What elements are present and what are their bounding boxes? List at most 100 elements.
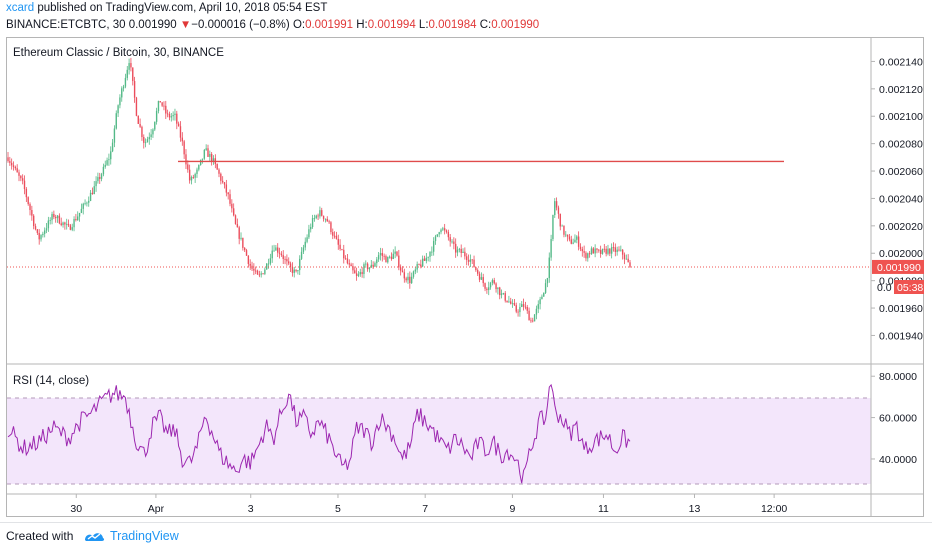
partial-price-label: 0.0 — [877, 282, 892, 294]
candle-body — [293, 269, 295, 273]
candle-body — [31, 210, 33, 216]
candle-body — [335, 235, 338, 239]
candle-body — [554, 201, 556, 216]
candle-body — [166, 113, 169, 115]
candle-body — [170, 116, 172, 118]
candle-body — [254, 270, 257, 272]
time-tick-label: 5 — [335, 503, 341, 515]
candle-body — [299, 258, 301, 271]
username-link[interactable]: xcard — [6, 2, 35, 14]
candle-body — [317, 215, 319, 217]
candle-body — [590, 248, 593, 255]
candle-body — [458, 248, 461, 250]
candle-body — [238, 227, 240, 239]
candle-body — [280, 253, 283, 256]
candle-body — [405, 278, 407, 281]
candle-body — [588, 253, 591, 255]
candle-body — [412, 271, 415, 277]
candle-body — [163, 105, 165, 107]
candle-body — [60, 223, 62, 226]
candle-body — [51, 213, 53, 221]
candle-body — [462, 251, 464, 253]
candle-body — [188, 169, 191, 181]
candle-body — [322, 215, 325, 219]
candle-body — [10, 162, 13, 166]
time-tick-label: 11 — [598, 503, 609, 515]
candle-body — [97, 177, 99, 182]
candle-body — [42, 233, 44, 236]
candle-body — [84, 203, 86, 205]
tradingview-brand-label: TradingView — [110, 529, 179, 543]
candle-body — [423, 258, 426, 261]
candle-body — [592, 248, 595, 254]
candle-body — [40, 235, 42, 240]
time-tick-label: 9 — [510, 503, 516, 515]
chart-canvas[interactable]: 0.002140 0.002120 0.002100 0.002080 0.002060… — [0, 0, 932, 522]
candle-body — [620, 249, 622, 251]
candle-body — [363, 264, 365, 275]
candle-body — [440, 229, 442, 233]
candle-body — [550, 239, 552, 258]
candle-body — [607, 248, 609, 254]
time-tick-label: 7 — [422, 503, 428, 515]
candle-body — [183, 141, 185, 155]
candle-body — [75, 219, 77, 221]
candle-body — [403, 272, 406, 279]
chart-frame[interactable] — [6, 37, 924, 517]
candle-body — [172, 114, 174, 117]
candle-body — [383, 255, 385, 257]
candle-body — [291, 267, 294, 273]
candle-body — [394, 251, 396, 254]
candle-body — [528, 310, 530, 321]
candle-body — [95, 181, 97, 187]
rsi-label: RSI (14, close) — [13, 375, 89, 387]
candle-body — [361, 272, 363, 275]
candle-body — [99, 177, 101, 179]
candle-body — [256, 270, 259, 275]
close-value: 0.001990 — [491, 19, 540, 31]
time-tick-label: 12:00 — [761, 503, 787, 515]
candle-body — [251, 265, 253, 269]
candle-body — [119, 97, 121, 106]
close-label: C: — [479, 19, 492, 31]
candle-body — [464, 251, 466, 257]
candle-body — [152, 129, 154, 135]
candle-body — [438, 232, 440, 235]
tradingview-brand[interactable]: TradingView — [82, 525, 179, 547]
candle-body — [337, 238, 339, 245]
candle-body — [100, 174, 103, 179]
candle-body — [144, 142, 147, 144]
ohlc-bar: BINANCE:ETCBTC, 30 0.001990 ▼−0.000016 (… — [6, 19, 539, 31]
candle-body — [548, 257, 550, 279]
candle-body — [572, 242, 574, 244]
candle-body — [443, 228, 446, 231]
price-tick-label: 0.001940 — [879, 330, 923, 342]
candle-body — [508, 301, 510, 303]
candle-body — [264, 269, 266, 274]
candle-body — [407, 276, 409, 281]
candle-body — [543, 292, 545, 297]
candle-body — [346, 258, 349, 264]
candle-body — [77, 216, 79, 221]
candle-body — [282, 255, 284, 259]
candle-body — [132, 67, 134, 82]
candle-body — [139, 123, 141, 127]
candle-body — [266, 263, 268, 270]
candle-body — [357, 274, 360, 276]
candle-body — [328, 221, 330, 223]
candle-body — [242, 237, 244, 248]
candle-body — [587, 253, 589, 259]
candle-body — [467, 259, 470, 262]
open-label: O: — [292, 19, 306, 31]
candle-body — [247, 255, 250, 264]
candle-body — [295, 269, 297, 272]
price-tick-label: 0.002020 — [879, 221, 923, 233]
candle-body — [344, 258, 347, 260]
candle-body — [198, 164, 200, 170]
candle-body — [341, 249, 343, 250]
candle-body — [546, 278, 549, 284]
candle-body — [234, 215, 237, 225]
candle-body — [568, 236, 571, 240]
candle-body — [236, 224, 239, 228]
candle-body — [521, 304, 523, 308]
